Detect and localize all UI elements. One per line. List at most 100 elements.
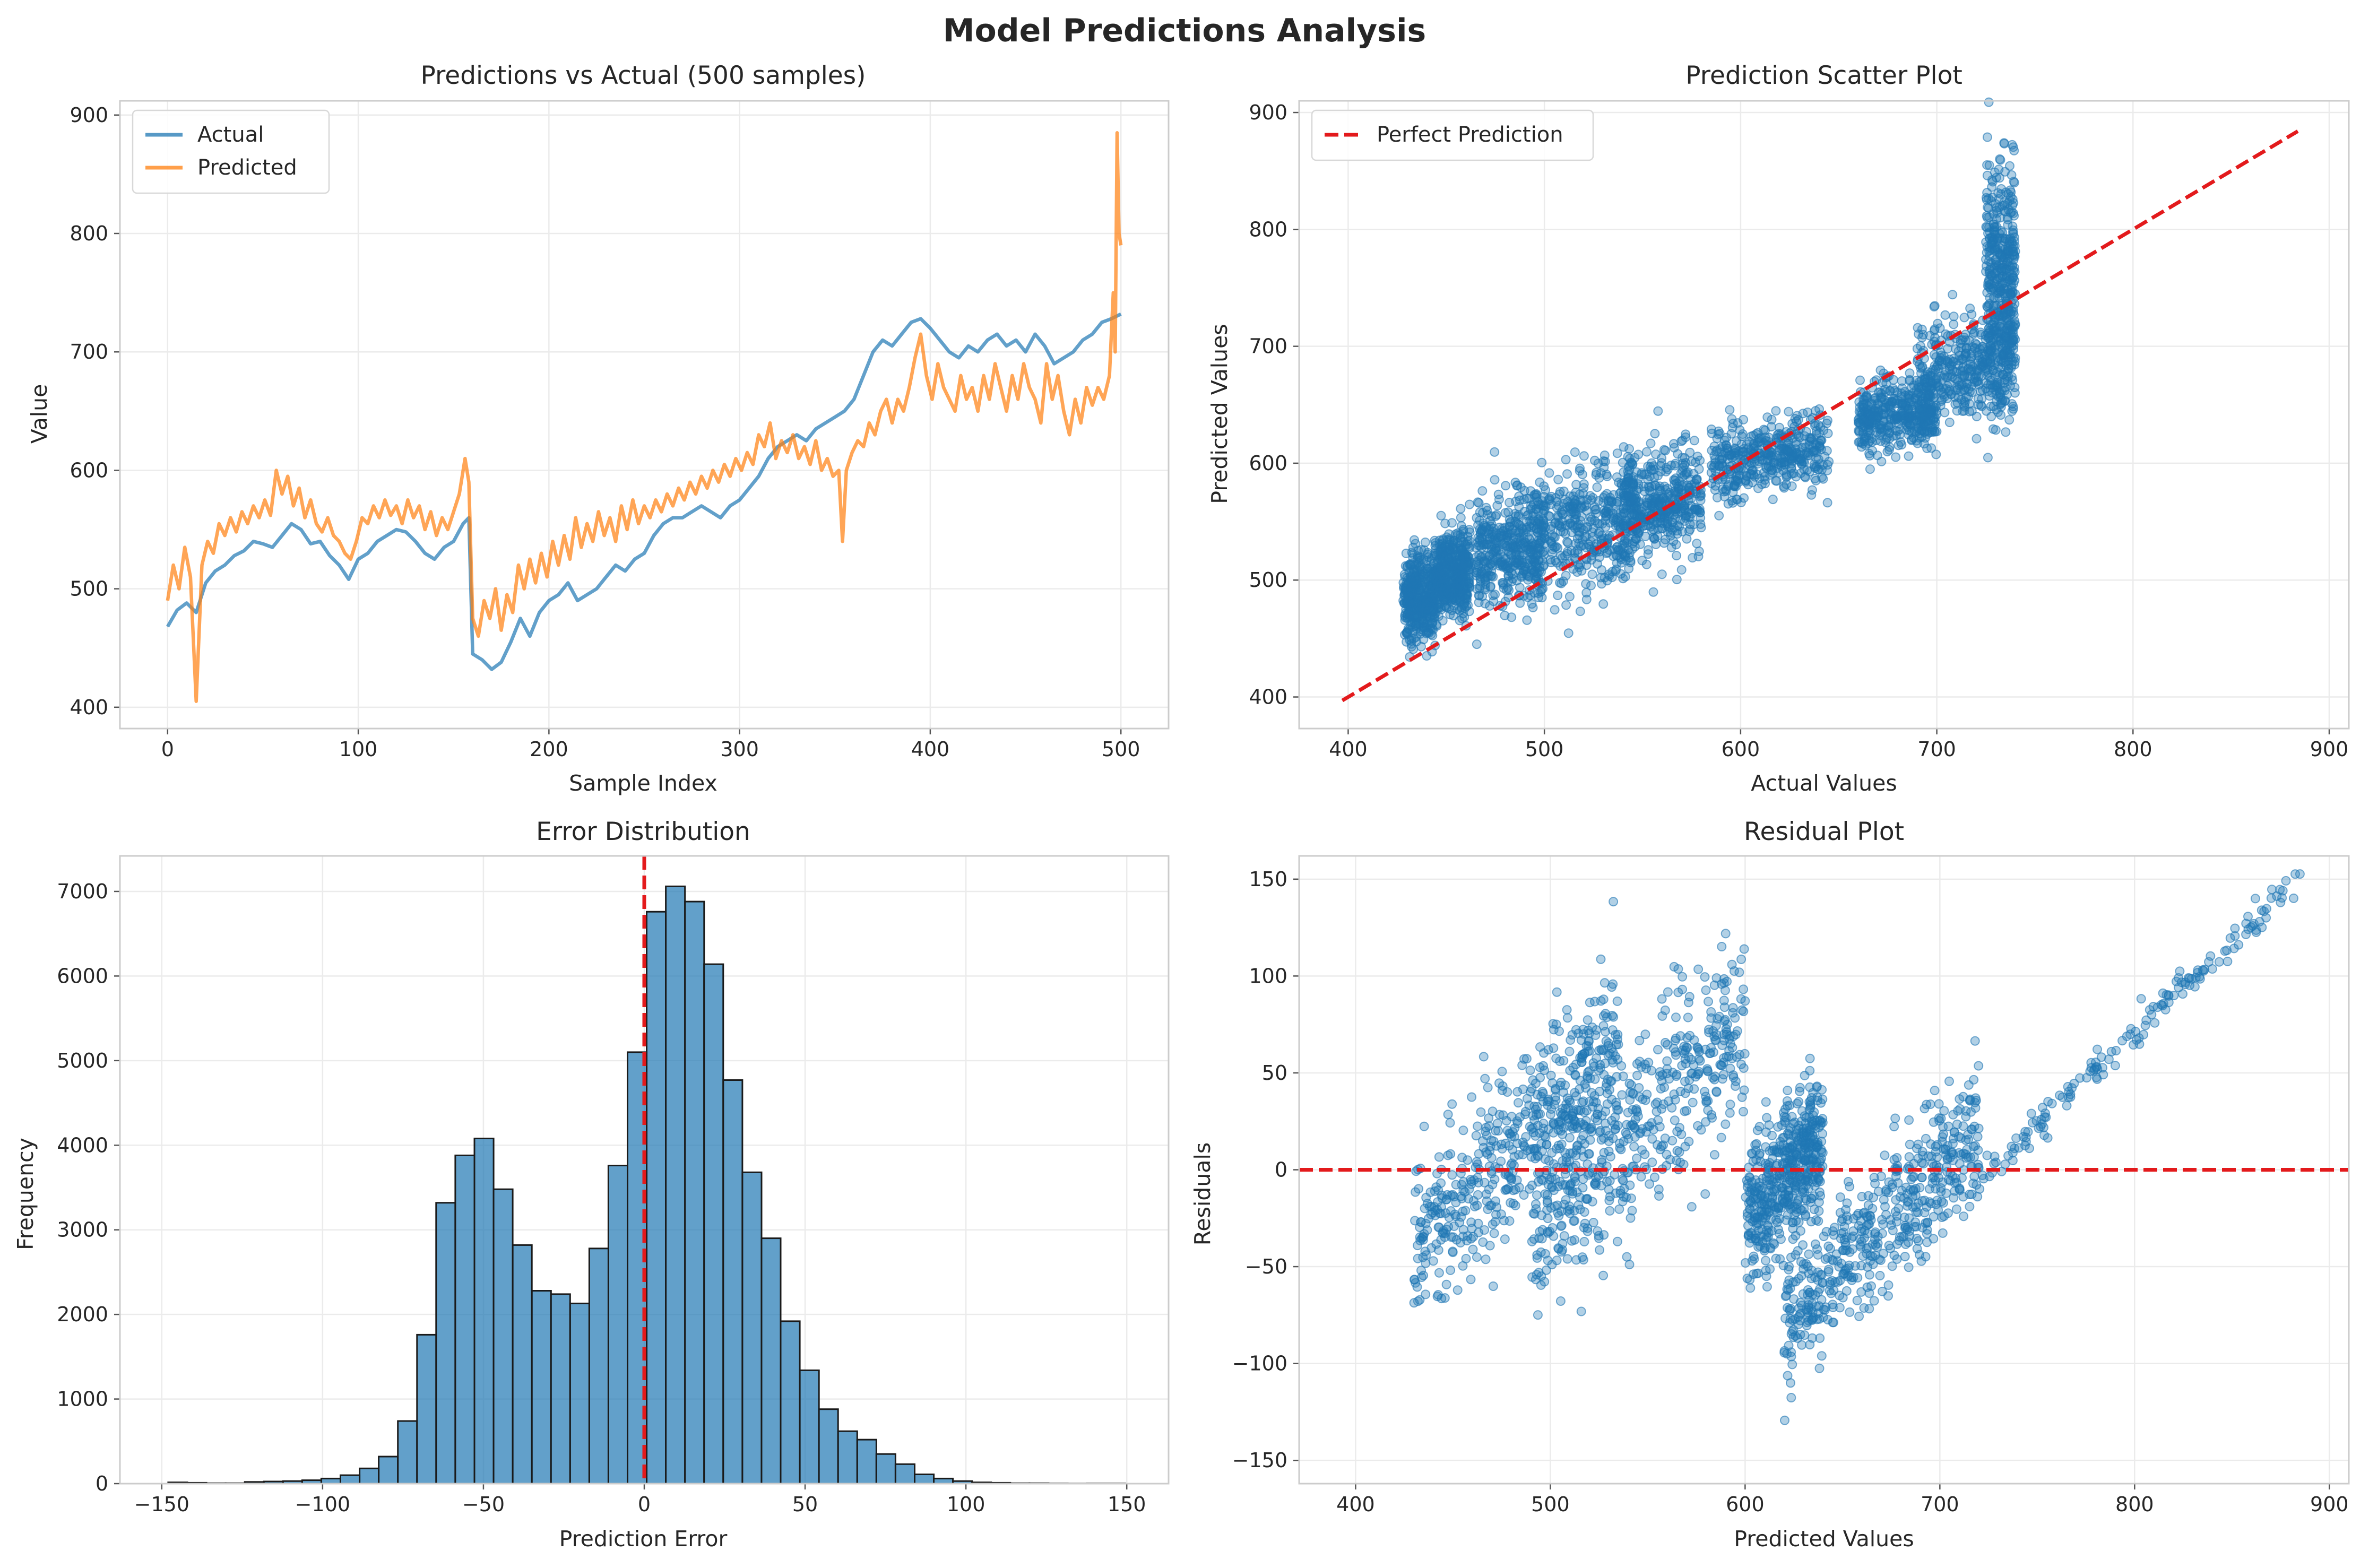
residual-point <box>1553 1140 1563 1150</box>
scatter-point <box>1557 578 1566 588</box>
histogram-xtick-label: −150 <box>134 1493 189 1516</box>
residual-point <box>1601 1119 1610 1129</box>
residual-point <box>1596 996 1606 1006</box>
histogram-title: Error Distribution <box>536 817 750 846</box>
scatter-point <box>1940 408 1950 418</box>
scatter-point <box>1739 414 1749 425</box>
scatter-point <box>1596 573 1606 583</box>
scatter-point <box>1814 404 1824 414</box>
residual-point <box>1449 1192 1459 1202</box>
scatter-point <box>1919 410 1929 420</box>
scatter-point <box>1413 611 1423 621</box>
residual-ytick-label: 50 <box>1262 1061 1287 1085</box>
residual-point <box>1458 1177 1468 1187</box>
residual-point <box>1725 1063 1735 1073</box>
scatter-point <box>1490 475 1500 485</box>
histogram-bar <box>665 885 686 1485</box>
histogram-bar <box>799 1369 820 1485</box>
residual-point <box>1607 1095 1617 1104</box>
scatter-point <box>1659 538 1669 548</box>
scatter-point <box>1564 592 1575 602</box>
residual-point <box>1506 1173 1516 1183</box>
scatter-point <box>1917 333 1927 343</box>
residual-point <box>1653 1045 1663 1055</box>
scatter-point <box>1986 284 1996 294</box>
histogram-bar <box>416 1333 437 1485</box>
residual-point <box>1671 1047 1681 1057</box>
residual-point <box>1731 1029 1741 1039</box>
residual-point <box>1737 1005 1747 1015</box>
residual-point <box>1533 1310 1543 1320</box>
histogram-bar <box>588 1248 610 1485</box>
histogram-bar <box>837 1430 858 1485</box>
scatter-point <box>1676 565 1687 575</box>
scatter-xtick-label: 600 <box>1722 738 1760 761</box>
scatter-xtick-label: 700 <box>1917 738 1956 761</box>
scatter-point <box>1754 473 1765 483</box>
scatter-point <box>1522 615 1532 625</box>
scatter-point <box>1519 507 1529 517</box>
scatter-point <box>1553 591 1563 600</box>
residual-point <box>1700 1189 1710 1199</box>
residual-xtick-label: 400 <box>1336 1493 1375 1516</box>
scatter-ylabel: Predicted Values <box>1207 324 1232 504</box>
scatter-point <box>1865 464 1875 474</box>
scatter-point <box>1602 470 1612 480</box>
residual-point <box>1671 1012 1681 1023</box>
scatter-point <box>1537 457 1547 467</box>
residual-point <box>1535 1227 1545 1237</box>
scatter-point <box>1905 426 1914 436</box>
residual-point <box>1605 1176 1615 1186</box>
scatter-point <box>2009 198 2019 208</box>
scatter-point <box>1447 518 1457 528</box>
scatter-point <box>1473 497 1483 507</box>
scatter-point <box>1620 516 1630 526</box>
residual-point <box>1587 1023 1597 1032</box>
residual-point <box>1678 972 1688 982</box>
scatter-point <box>1419 604 1429 614</box>
scatter-point <box>1895 425 1905 435</box>
residual-point <box>1547 1078 1558 1088</box>
scatter-point <box>1947 372 1957 382</box>
residual-point <box>1526 1124 1536 1134</box>
residual-point <box>1585 998 1595 1008</box>
scatter-point <box>1472 566 1482 576</box>
residual-point <box>1564 1121 1575 1131</box>
residual-point <box>1437 1228 1447 1238</box>
residual-point <box>1655 1122 1665 1132</box>
scatter-point <box>1514 550 1524 560</box>
histogram-bar <box>894 1463 916 1485</box>
scatter-point <box>1876 428 1886 437</box>
scatter-point <box>1440 602 1450 612</box>
residual-point <box>1597 1157 1607 1167</box>
residual-point <box>1411 1187 1421 1197</box>
residual-point <box>1611 1039 1621 1050</box>
scatter-point <box>1791 444 1801 454</box>
residual-point <box>1496 1209 1506 1219</box>
timeseries-xtick-label: 100 <box>339 738 378 761</box>
residual-point <box>1483 1082 1493 1093</box>
scatter-point <box>1477 486 1488 496</box>
scatter-point <box>1516 482 1526 492</box>
timeseries-xtick-label: 200 <box>530 738 568 761</box>
residual-point <box>1640 1149 1650 1159</box>
residual-point <box>1508 1127 1518 1137</box>
scatter-point <box>1494 495 1504 505</box>
scatter-point <box>1712 492 1722 503</box>
residual-point <box>1546 1203 1556 1213</box>
scatter-point <box>1500 508 1510 518</box>
scatter-point <box>1484 529 1494 539</box>
histogram-bar <box>684 900 705 1485</box>
scatter-point <box>1682 534 1692 544</box>
scatter-point <box>1864 425 1874 435</box>
scatter-point <box>1696 519 1706 529</box>
residual-point <box>1532 1190 1542 1200</box>
residual-point <box>1479 1052 1489 1062</box>
residual-point <box>1500 1234 1510 1244</box>
residual-point <box>1624 1260 1635 1270</box>
residual-point <box>1687 1202 1697 1212</box>
residual-point <box>1510 1184 1520 1194</box>
scatter-point <box>1641 559 1652 569</box>
scatter-point <box>1662 493 1672 503</box>
